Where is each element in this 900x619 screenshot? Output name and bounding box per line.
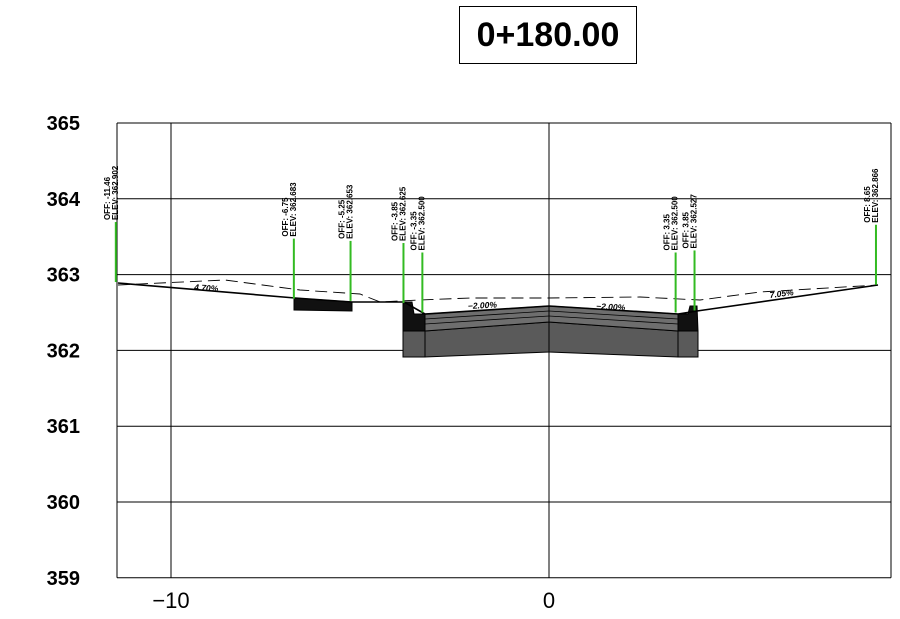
point-elevation-label: ELEV: 362.902: [111, 165, 120, 220]
y-tick-label: 360: [47, 492, 80, 514]
point-elevation-label: ELEV: 362.653: [346, 184, 355, 239]
point-offset-label: OFF: -3.85: [390, 201, 399, 241]
x-axis-labels: −10 0: [152, 588, 555, 613]
point-offset-label: OFF: -5.25: [338, 199, 347, 239]
point-offset-label: OFF: -11.46: [103, 176, 112, 220]
y-tick-label: 364: [47, 189, 81, 211]
point-elevation-label: ELEV: 362.500: [417, 196, 426, 251]
point-elevation-label: ELEV: 362.625: [398, 186, 407, 241]
slope-labels: 4.70% −2.00% −2.00% 7.05%: [193, 282, 795, 313]
pavement-base-left: [402, 330, 426, 358]
slope-label: 4.70%: [193, 282, 219, 294]
point-elevation-label: ELEV: 362.866: [871, 168, 880, 223]
y-tick-label: 361: [47, 416, 80, 438]
x-tick-label: 0: [543, 588, 555, 613]
point-offset-label: OFF: -3.35: [409, 211, 418, 251]
point-elevation-label: ELEV: 362.683: [289, 182, 298, 237]
y-axis-labels: 365 364 363 362 361 360 359: [47, 113, 81, 590]
finished-grade-line: [117, 282, 879, 315]
x-tick-label: −10: [152, 588, 189, 613]
point-elevation-label: ELEV: 362.527: [690, 194, 699, 249]
y-tick-label: 365: [47, 113, 80, 135]
y-tick-label: 359: [47, 568, 80, 590]
y-tick-label: 362: [47, 340, 80, 362]
point-offset-label: OFF: 8.65: [863, 186, 872, 223]
slope-label: −2.00%: [468, 299, 498, 311]
point-elevation-label: ELEV: 362.500: [671, 196, 680, 251]
point-offset-label: OFF: 3.85: [682, 211, 691, 248]
point-markers: OFF: -11.46 ELEV: 362.902 OFF: -6.75 ELEV: …: [103, 165, 880, 313]
pavement-base-right: [677, 330, 699, 358]
point-offset-label: OFF: 3.35: [663, 213, 672, 250]
slope-label: 7.05%: [769, 287, 795, 300]
point-offset-label: OFF: -6.75: [281, 197, 290, 237]
y-tick-label: 363: [47, 265, 80, 287]
station-label: 0+180.00: [459, 6, 637, 64]
existing-ground-line: [117, 279, 879, 303]
slope-label: −2.00%: [596, 301, 626, 313]
